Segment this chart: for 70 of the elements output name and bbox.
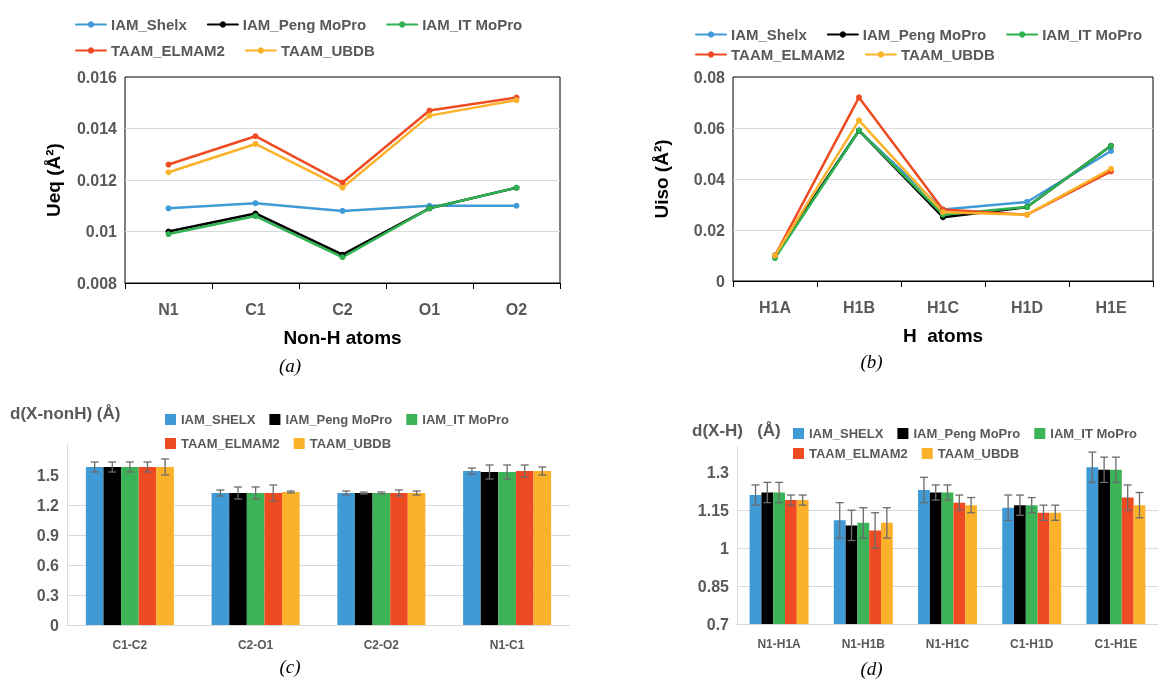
x-axis-title: Non-H atoms — [283, 327, 402, 348]
y-axis-title: d(X-H) (Å) — [692, 421, 781, 440]
legend-label: IAM_IT MoPro — [1042, 26, 1143, 43]
legend-label: TAAM_UBDB — [309, 436, 392, 451]
y-tick-label: 0.04 — [693, 170, 726, 188]
x-tick-label: H1B — [842, 298, 876, 316]
y-tick-label: 0.9 — [36, 526, 60, 544]
legend-label: TAAM_ELMAM2 — [181, 436, 280, 451]
x-tick-label: O2 — [505, 300, 528, 318]
legend-label: IAM_IT MoPro — [422, 16, 523, 33]
x-tick-label: H1A — [758, 298, 792, 316]
y-tick-label: 0 — [716, 272, 726, 290]
y-tick-label: 0.06 — [693, 119, 726, 137]
legend-label: IAM_Shelx — [731, 26, 808, 43]
legend-label: TAAM_UBDB — [900, 46, 995, 63]
legend-label: IAM_SHELX — [809, 426, 884, 441]
x-tick-label: N1-H1C — [925, 637, 970, 651]
x-tick-label: C2 — [332, 300, 353, 318]
x-tick-label: O1 — [418, 300, 441, 318]
legend-label: IAM_IT MoPro — [422, 412, 510, 427]
y-tick-label: 0.7 — [706, 615, 730, 633]
legend-label: IAM_SHELX — [181, 412, 256, 427]
legend-label: TAAM_ELMAM2 — [731, 46, 845, 63]
x-tick-label: N1 — [158, 300, 179, 318]
y-tick-label: 0.02 — [693, 221, 726, 239]
text: (c) — [279, 656, 301, 678]
x-tick-label: H1C — [926, 298, 960, 316]
y-tick-label: 0.85 — [697, 577, 730, 595]
y-tick-label: 1.3 — [706, 463, 730, 481]
text: (d) — [860, 658, 883, 680]
text: (a) — [278, 355, 302, 377]
y-tick-label: 1.5 — [36, 466, 60, 484]
x-tick-label: N1-H1A — [757, 637, 802, 651]
text: (b) — [860, 351, 883, 373]
x-tick-label: C2-O2 — [363, 638, 400, 652]
legend-label: IAM_IT MoPro — [1050, 426, 1138, 441]
legend-label: TAAM_UBDB — [937, 446, 1020, 461]
legend-label: IAM_Peng MoPro — [242, 16, 367, 33]
y-tick-label: 1.15 — [697, 501, 730, 519]
x-tick-label: N1-H1B — [841, 637, 886, 651]
x-tick-label: N1-C1 — [489, 638, 525, 652]
x-tick-label: C2-O1 — [237, 638, 274, 652]
x-tick-label: C1-H1D — [1010, 637, 1054, 651]
x-axis-title: H atoms — [902, 325, 984, 346]
y-tick-label: 1 — [720, 539, 730, 557]
x-tick-label: C1-H1E — [1094, 637, 1138, 651]
y-tick-label: 0.3 — [36, 586, 60, 604]
x-tick-label: H1E — [1095, 298, 1127, 316]
y-tick-label: 0.01 — [85, 223, 118, 240]
legend-label: IAM_Peng MoPro — [913, 426, 1021, 441]
legend-label: IAM_Peng MoPro — [285, 412, 393, 427]
x-tick-label: C1-C2 — [112, 638, 148, 652]
legend-label: IAM_Shelx — [111, 16, 188, 33]
y-tick-label: 0.014 — [76, 120, 118, 137]
y-tick-label: 1.2 — [36, 496, 60, 514]
legend-label: IAM_Peng MoPro — [862, 26, 987, 43]
legend-label: TAAM_UBDB — [280, 42, 375, 59]
y-tick-label: 0 — [50, 616, 60, 634]
legend-label: TAAM_ELMAM2 — [111, 42, 225, 59]
y-tick-label: 0.008 — [76, 274, 118, 292]
y-tick-label: 0.6 — [36, 556, 60, 574]
y-tick-label: 0.012 — [76, 171, 118, 189]
legend-label: TAAM_ELMAM2 — [809, 446, 908, 461]
x-tick-label: H1D — [1010, 298, 1044, 316]
x-tick-label: C1 — [245, 300, 266, 318]
y-axis-title: d(X-nonH) (Å) — [10, 404, 121, 423]
y-axis-title: Ueq (Å²) — [43, 143, 64, 217]
y-tick-label: 0.016 — [76, 68, 118, 86]
y-axis-title: Uiso (Å²) — [651, 139, 672, 219]
y-tick-label: 0.08 — [693, 68, 726, 86]
